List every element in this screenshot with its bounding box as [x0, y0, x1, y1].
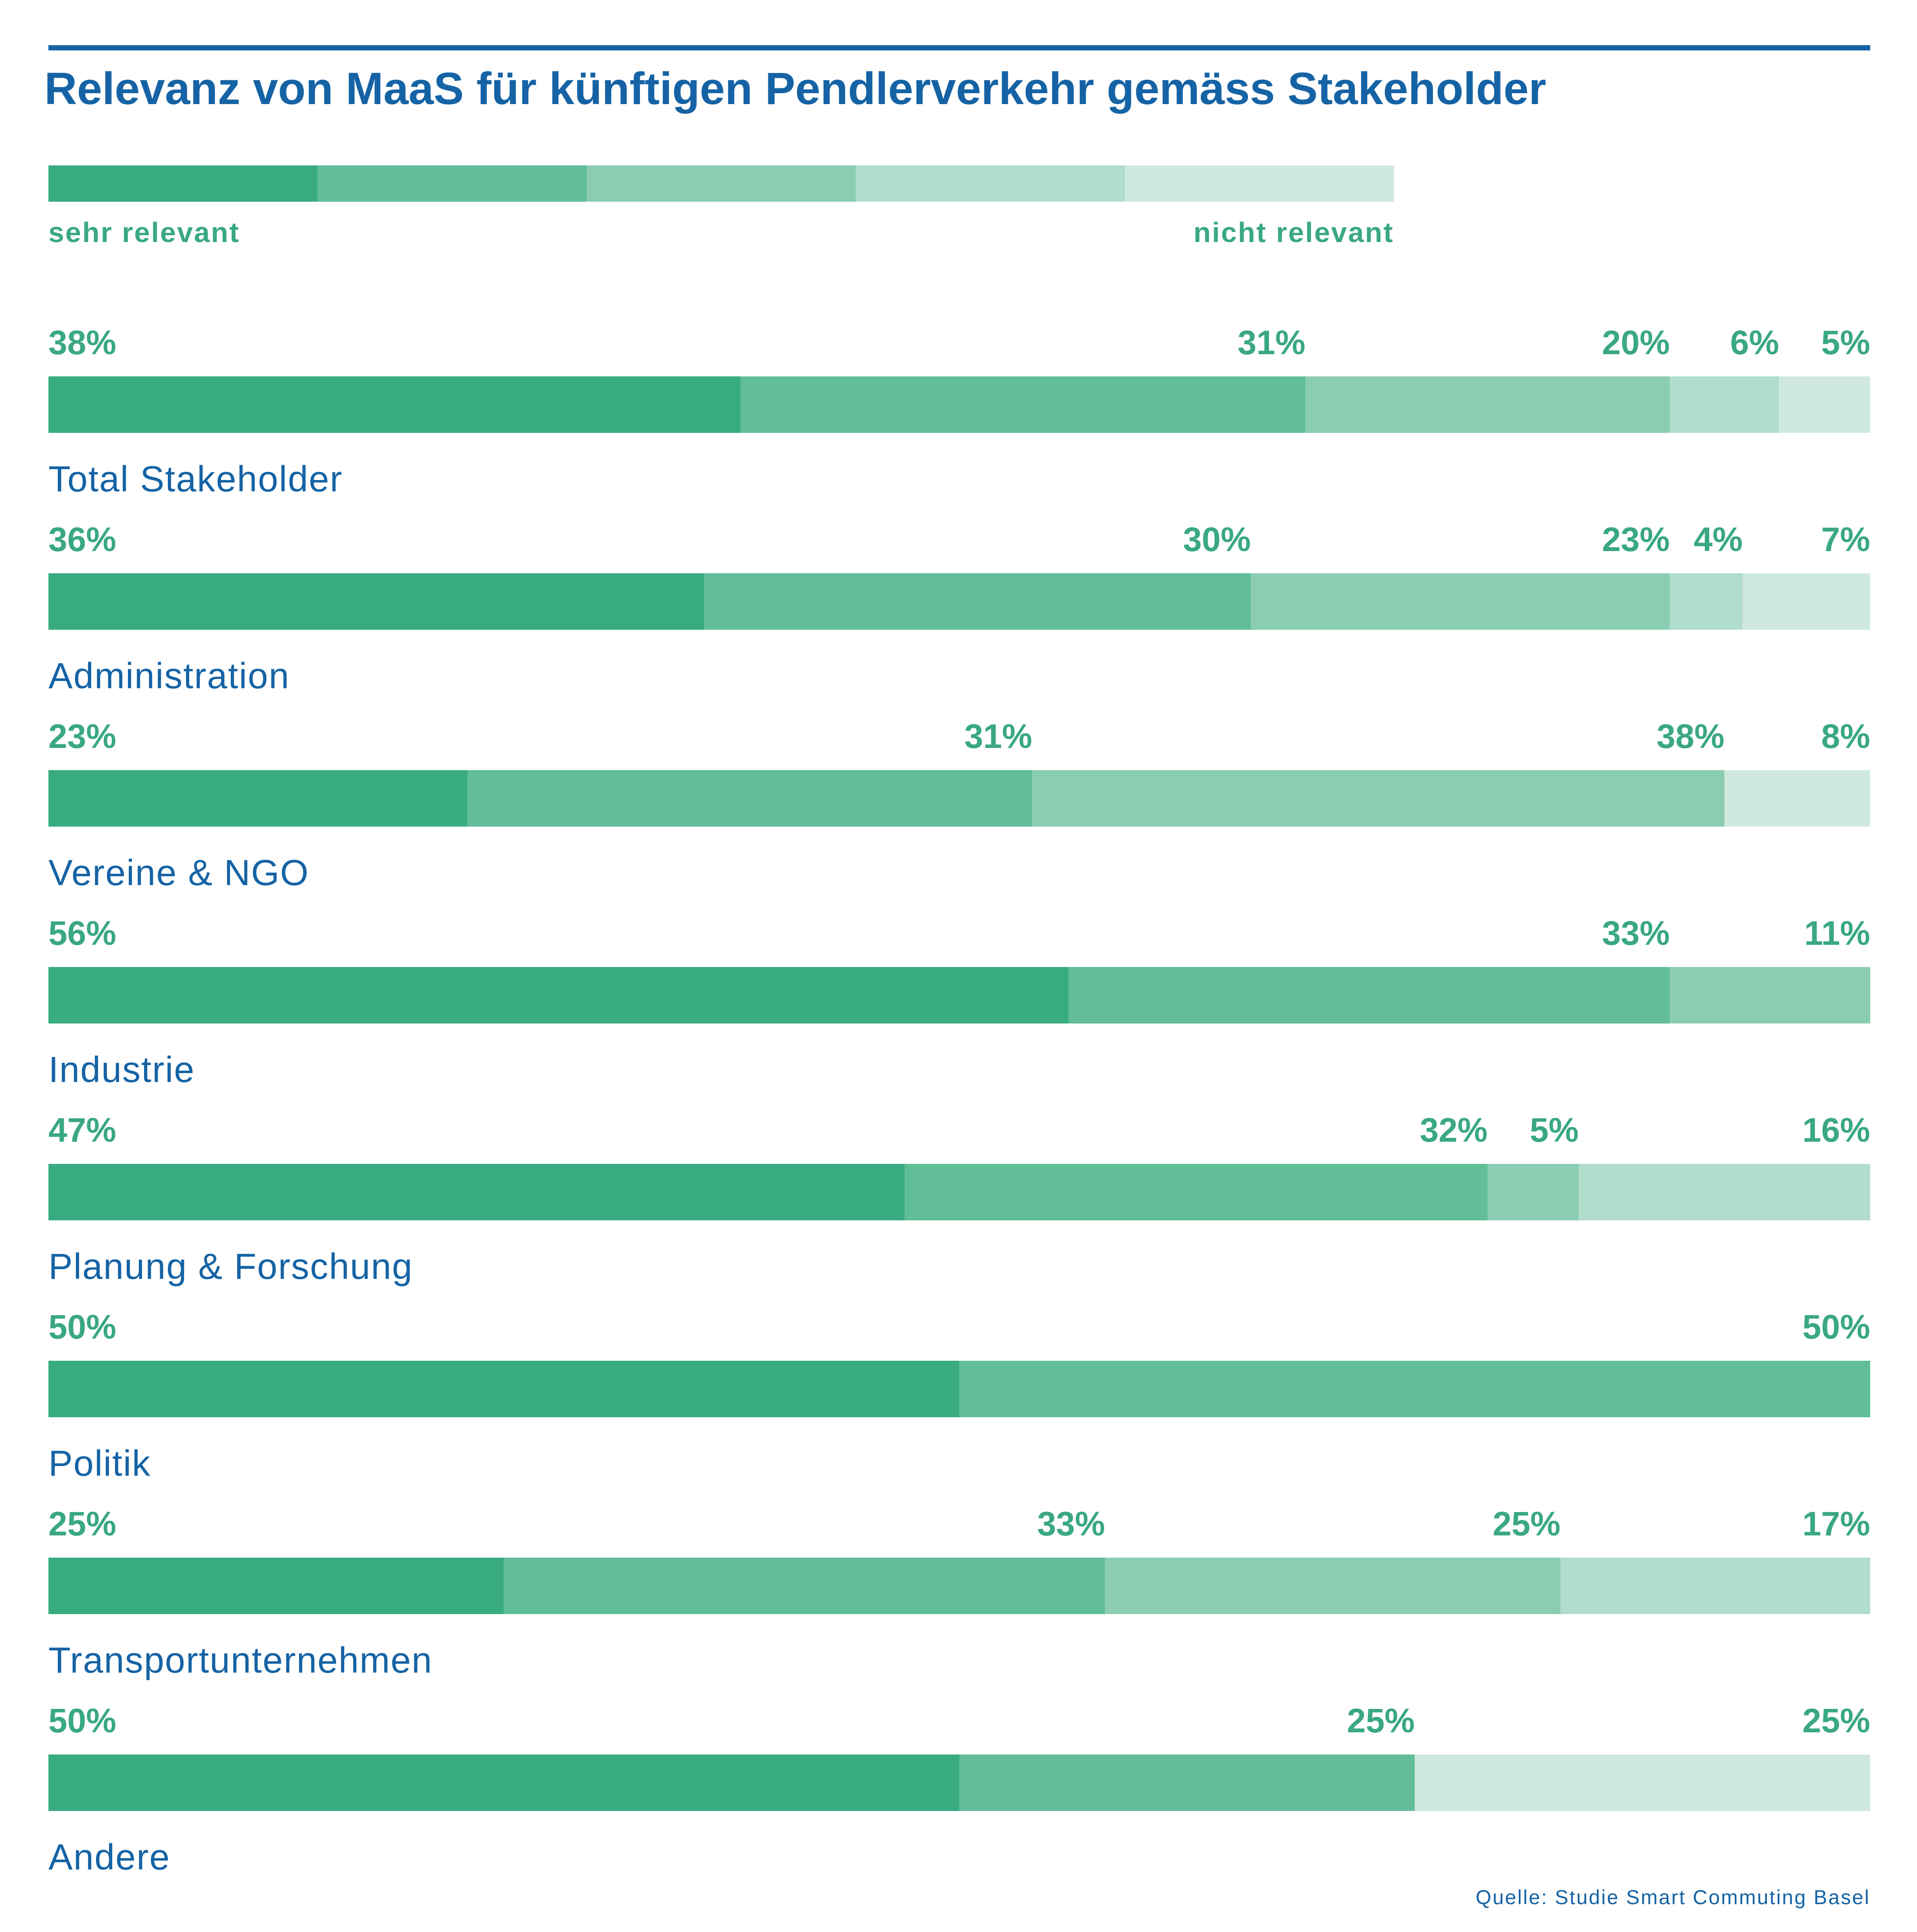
- data-label: 23%: [1602, 520, 1670, 558]
- bar-segment: [1724, 770, 1870, 827]
- data-label: 38%: [1657, 717, 1725, 755]
- bar-segment: [905, 1164, 1488, 1220]
- legend-swatch-level-5: [1125, 165, 1394, 202]
- bar-segment: [1578, 1164, 1870, 1220]
- data-label: 23%: [48, 717, 116, 755]
- legend-label-sehr-relevant: sehr relevant: [48, 217, 240, 248]
- bar-segment: [1032, 770, 1725, 827]
- data-label: 30%: [1183, 520, 1251, 558]
- bar-segment: [504, 1558, 1105, 1614]
- bar-segment: [1415, 1754, 1870, 1811]
- data-label: 20%: [1602, 324, 1670, 361]
- bar-row: 36% 30% 23% 4% 7% Administration: [48, 520, 1870, 696]
- category-label: Industrie: [48, 1050, 195, 1090]
- bar-segment: [1742, 573, 1870, 630]
- legend-swatch-level-3: [587, 165, 856, 202]
- data-label: 6%: [1730, 324, 1779, 361]
- bar-row: 25% 33% 25% 17% Transportunternehmen: [48, 1505, 1870, 1681]
- bar-segment: [1250, 573, 1670, 630]
- category-label: Planung & Forschung: [48, 1247, 413, 1287]
- data-label: 8%: [1821, 717, 1870, 755]
- bar-segment: [959, 1361, 1870, 1417]
- data-label: 7%: [1821, 520, 1870, 558]
- bar-segment: [1068, 967, 1670, 1023]
- data-label: 16%: [1802, 1111, 1870, 1149]
- data-label: 5%: [1821, 324, 1870, 361]
- bar-row: 38% 31% 20% 6% 5% Total Stakeholder: [48, 324, 1870, 499]
- bar-segment: [48, 1558, 504, 1614]
- data-label: 33%: [1037, 1505, 1105, 1543]
- data-label: 17%: [1802, 1505, 1870, 1543]
- data-label: 5%: [1530, 1111, 1578, 1149]
- data-label: 56%: [48, 914, 116, 952]
- bar-segment: [1670, 573, 1743, 630]
- category-label: Administration: [48, 656, 290, 696]
- data-label: 4%: [1694, 520, 1743, 558]
- bar-segment: [1670, 376, 1779, 433]
- legend-swatch-level-1: [48, 165, 318, 202]
- data-label: 32%: [1420, 1111, 1488, 1149]
- data-label: 31%: [1238, 324, 1305, 361]
- data-label: 50%: [48, 1702, 116, 1740]
- category-label: Total Stakeholder: [48, 459, 343, 499]
- data-label: 25%: [1802, 1702, 1870, 1740]
- data-label: 50%: [48, 1308, 116, 1346]
- legend: [48, 165, 1394, 202]
- category-label: Transportunternehmen: [48, 1640, 433, 1681]
- bar-segment: [959, 1754, 1415, 1811]
- bar-segment: [1670, 967, 1870, 1023]
- top-rule: [48, 45, 1870, 50]
- bar-row: 50% 50% Politik: [48, 1308, 1870, 1484]
- category-label: Vereine & NGO: [48, 853, 309, 893]
- bar-segment: [704, 573, 1251, 630]
- data-label: 25%: [48, 1505, 116, 1543]
- data-label: 38%: [48, 324, 116, 361]
- data-label: 50%: [1802, 1308, 1870, 1346]
- bar-segment: [48, 770, 468, 827]
- legend-label-nicht-relevant: nicht relevant: [1194, 217, 1394, 248]
- bar-segment: [48, 1164, 905, 1220]
- data-label: 33%: [1602, 914, 1670, 952]
- bar-segment: [48, 573, 705, 630]
- category-label: Politik: [48, 1443, 151, 1484]
- category-label: Andere: [48, 1837, 170, 1878]
- bar-segment: [1105, 1558, 1561, 1614]
- data-label: 25%: [1493, 1505, 1560, 1543]
- legend-swatch-level-2: [318, 165, 587, 202]
- bar-row: 50% 25% 25% Andere: [48, 1702, 1870, 1878]
- bar-segment: [1560, 1558, 1870, 1614]
- data-label: 47%: [48, 1111, 116, 1149]
- bar-segment: [48, 967, 1069, 1023]
- data-label: 36%: [48, 520, 116, 558]
- bar-segment: [1779, 376, 1870, 433]
- bar-row: 47% 32% 5% 16% Planung & Forschung: [48, 1111, 1870, 1287]
- bar-segment: [48, 376, 741, 433]
- bar-row: 23% 31% 38% 8% Vereine & NGO: [48, 717, 1870, 893]
- bar-row: 56% 33% 11% Industrie: [48, 914, 1870, 1090]
- bar-segment: [48, 1361, 960, 1417]
- data-label: 11%: [1804, 914, 1871, 952]
- bar-rows: 38% 31% 20% 6% 5% Total Stakeholder 36% 30% 23% 4…: [48, 324, 1870, 1878]
- chart-title: Relevanz von MaaS für künftigen Pendlerv…: [44, 63, 1546, 114]
- bar-segment: [48, 1754, 960, 1811]
- data-label: 31%: [964, 717, 1032, 755]
- data-label: 25%: [1347, 1702, 1415, 1740]
- bar-segment: [1487, 1164, 1579, 1220]
- legend-swatch-level-4: [856, 165, 1125, 202]
- bar-segment: [1305, 376, 1670, 433]
- bar-segment: [740, 376, 1306, 433]
- bar-segment: [467, 770, 1033, 827]
- source-note: Quelle: Studie Smart Commuting Basel: [1476, 1886, 1870, 1909]
